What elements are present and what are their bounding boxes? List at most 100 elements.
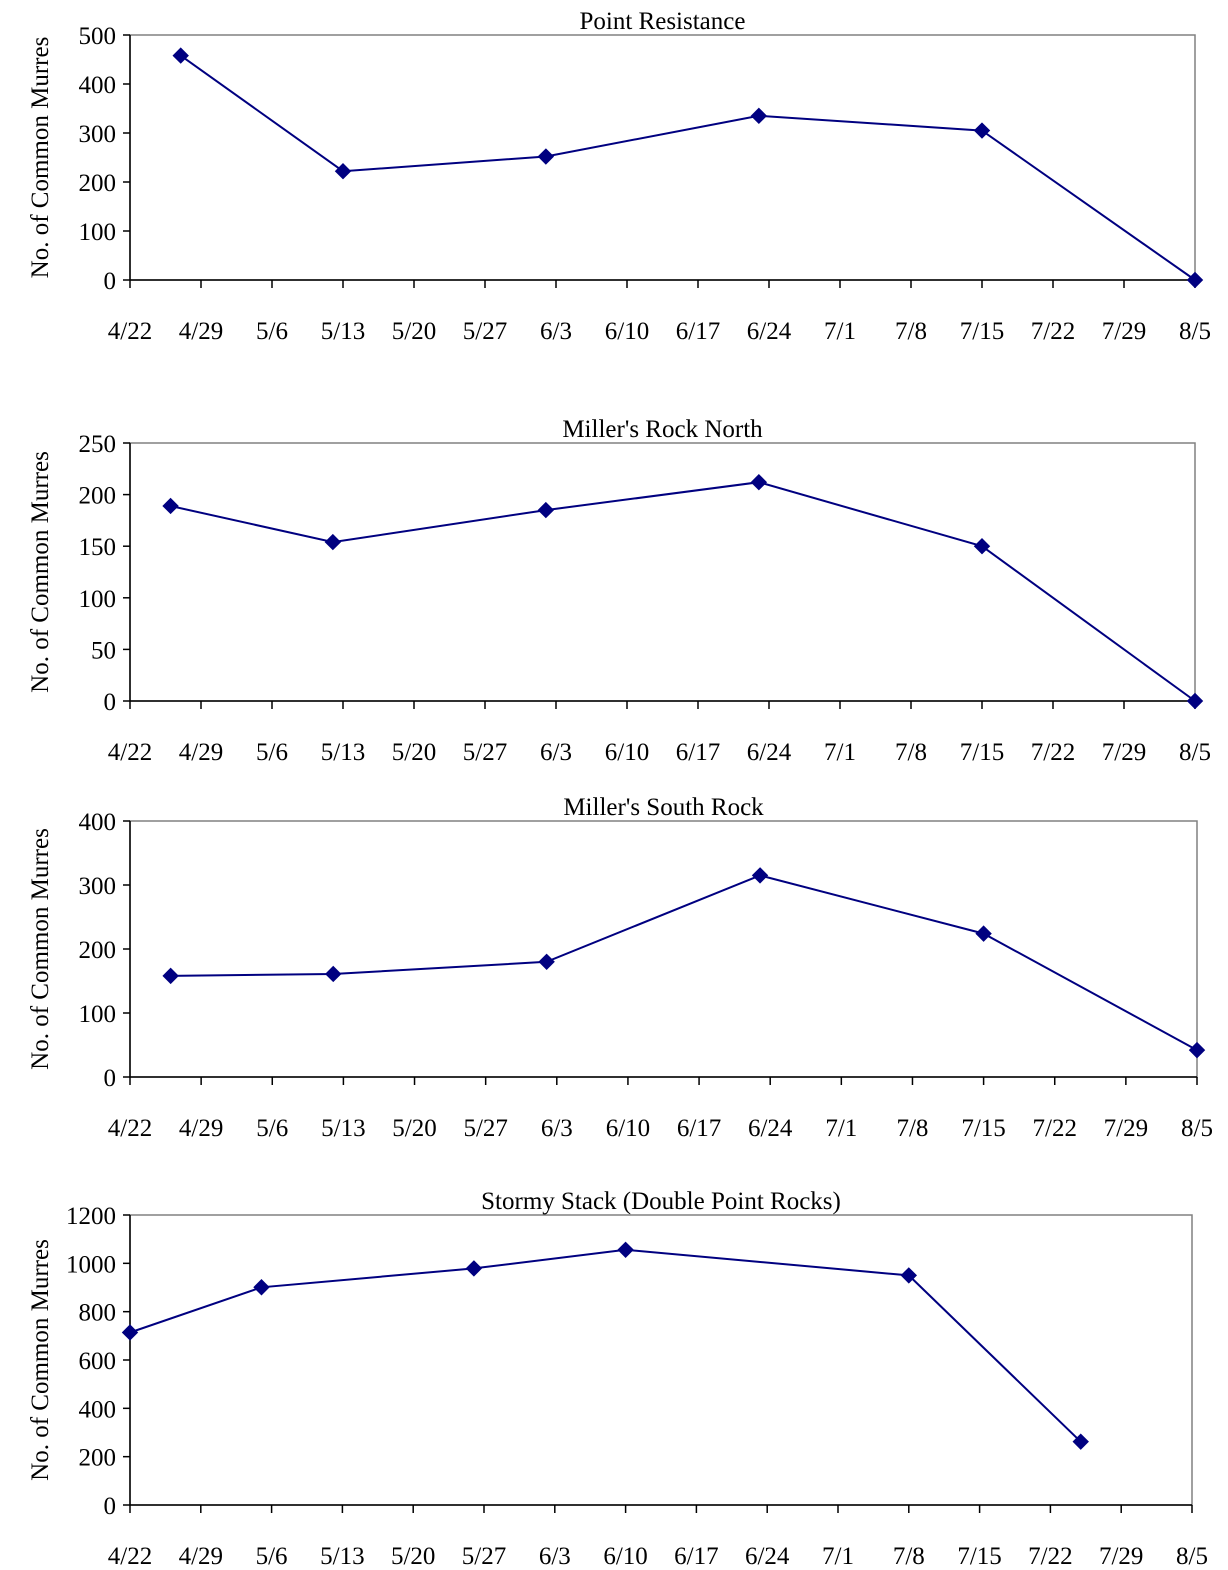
x-tick-label: 6/17 (676, 318, 720, 345)
y-axis-title: No. of Common Murres (27, 451, 54, 693)
chart-stormy-stack: 0 200 400 600 800 1000 1200 4/22 4/29 5/6 5/13 5/20… (0, 1160, 1228, 1570)
x-tick-label: 7/29 (1104, 1115, 1148, 1142)
x-tick-label: 7/15 (961, 1115, 1005, 1142)
x-tick-label: 7/15 (957, 1543, 1001, 1570)
data-point (1186, 271, 1204, 289)
chart-svg: 0 200 400 600 800 1000 1200 4/22 4/29 5/6 5/13 5/20… (27, 1188, 1208, 1570)
x-tick-label: 6/24 (748, 1115, 793, 1142)
data-point (750, 474, 768, 491)
x-tick-label: 7/15 (960, 318, 1004, 345)
x-tick-label: 5/27 (463, 739, 507, 766)
x-tick-label: 7/8 (895, 739, 927, 766)
x-tick-label: 6/3 (540, 318, 572, 345)
y-tick-label: 1200 (66, 1203, 116, 1230)
y-tick-label: 250 (79, 431, 117, 458)
y-tick-label: 200 (79, 1445, 117, 1472)
x-tick-label: 6/3 (540, 739, 572, 766)
x-tick-label: 5/20 (392, 318, 436, 345)
chart-millers-rock-north: 0 50 100 150 200 250 4/22 4/29 5/6 5/13 5/20 5/27 6/… (0, 370, 1228, 780)
x-tick-label: 5/6 (256, 1543, 288, 1570)
y-tick-label: 0 (104, 689, 117, 716)
x-tick-label: 8/5 (1181, 1115, 1213, 1142)
x-tick-label: 7/29 (1099, 1543, 1143, 1570)
x-tick-label: 5/20 (392, 739, 436, 766)
x-tick-label: 8/5 (1179, 318, 1211, 345)
x-tick-label: 6/24 (747, 739, 792, 766)
y-tick-label: 600 (79, 1348, 117, 1375)
data-point (324, 533, 342, 551)
x-tick-label: 4/22 (108, 1543, 152, 1570)
series-line (180, 54, 1196, 281)
x-tick-label: 6/17 (674, 1543, 718, 1570)
data-point (172, 47, 189, 64)
x-tick-label: 6/10 (603, 1543, 647, 1570)
x-tick-label: 4/22 (108, 318, 152, 345)
chart-title: Miller's Rock North (562, 416, 763, 443)
x-tick-label: 7/8 (895, 318, 927, 345)
x-tick-label: 5/13 (321, 1115, 365, 1142)
y-axis-title: No. of Common Murres (27, 37, 54, 279)
x-tick-label: 4/29 (179, 1115, 223, 1142)
y-axis-title: No. of Common Murres (27, 828, 54, 1070)
x-tick-label: 8/5 (1179, 739, 1211, 766)
x-tick-label: 4/29 (179, 318, 223, 345)
x-tick-label: 5/13 (320, 1543, 364, 1570)
x-tick-label: 6/24 (745, 1543, 790, 1570)
plot-area (129, 34, 1196, 281)
y-tick-label: 500 (79, 23, 117, 50)
y-tick-label: 0 (104, 268, 117, 295)
y-tick-label: 300 (79, 873, 117, 900)
data-point (1072, 1433, 1089, 1450)
data-point (253, 1279, 270, 1296)
data-point (1186, 692, 1204, 710)
y-tick-label: 50 (91, 637, 116, 664)
x-tick-label: 7/1 (824, 739, 856, 766)
chart-title: Point Resistance (580, 8, 746, 35)
y-tick-label: 150 (79, 534, 117, 561)
y-tick-label: 400 (79, 1396, 117, 1423)
y-tick-label: 400 (79, 809, 117, 836)
data-point (537, 148, 555, 165)
plot-area (129, 820, 1198, 1078)
chart-title: Stormy Stack (Double Point Rocks) (481, 1188, 841, 1215)
x-tick-label: 4/29 (179, 739, 223, 766)
data-point (750, 107, 768, 125)
x-tick-label: 6/17 (676, 739, 720, 766)
x-tick-label: 6/17 (677, 1115, 721, 1142)
y-tick-label: 200 (79, 937, 117, 964)
x-tick-label: 7/22 (1031, 739, 1075, 766)
data-point (537, 501, 555, 519)
x-tick-label: 7/29 (1102, 739, 1146, 766)
x-tick-label: 5/20 (392, 1115, 436, 1142)
data-point (751, 867, 769, 884)
x-tick-label: 7/1 (825, 1115, 857, 1142)
chart-title: Miller's South Rock (563, 794, 764, 821)
x-tick-label: 7/22 (1031, 318, 1075, 345)
x-tick-label: 6/3 (539, 1543, 571, 1570)
x-tick-label: 7/8 (896, 1115, 928, 1142)
x-tick-label: 7/22 (1028, 1543, 1072, 1570)
plot-area (129, 442, 1196, 702)
y-tick-label: 0 (104, 1065, 117, 1092)
x-tick-label: 5/6 (256, 1115, 288, 1142)
chart-svg: 0 100 200 300 400 500 4/22 4/29 5/6 5/13 5/20 5/27 6… (27, 8, 1211, 345)
x-tick-label: 5/27 (463, 1115, 507, 1142)
series-line (170, 874, 1198, 1051)
x-tick-label: 7/1 (822, 1543, 854, 1570)
x-tick-label: 5/13 (321, 318, 365, 345)
y-tick-label: 100 (79, 586, 117, 613)
x-tick-label: 6/10 (606, 1115, 650, 1142)
data-point (900, 1267, 918, 1284)
data-point (465, 1260, 483, 1277)
y-tick-label: 100 (79, 219, 117, 246)
data-point (617, 1241, 634, 1259)
chart-point-resistance: 0 100 200 300 400 500 4/22 4/29 5/6 5/13 5/20 5/27 6… (0, 0, 1228, 370)
y-axis-title: No. of Common Murres (27, 1239, 54, 1481)
series-line (170, 481, 1196, 702)
x-tick-label: 4/29 (179, 1543, 223, 1570)
data-point (121, 1324, 139, 1341)
x-tick-label: 7/1 (824, 318, 856, 345)
x-tick-label: 5/6 (256, 318, 288, 345)
y-tick-label: 0 (104, 1493, 117, 1520)
x-tick-label: 6/3 (541, 1115, 573, 1142)
